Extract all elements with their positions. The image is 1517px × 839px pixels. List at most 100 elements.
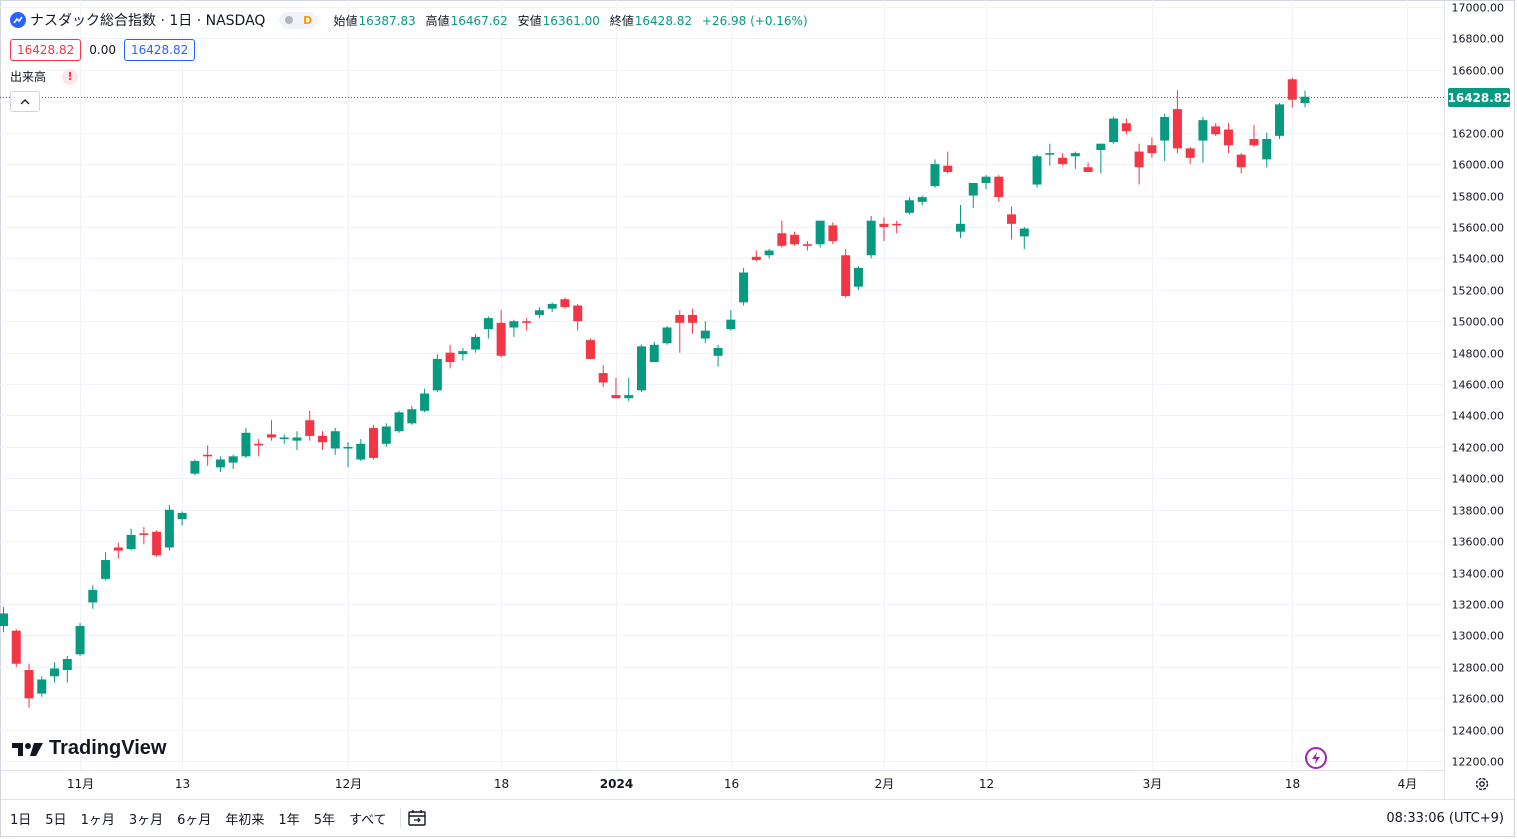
candle-body <box>1198 120 1208 141</box>
candle-body <box>113 547 123 551</box>
candle-body <box>764 250 774 256</box>
candle-body <box>726 319 736 330</box>
candle-body <box>688 314 698 323</box>
clock-timezone[interactable]: 08:33:06 (UTC+9) <box>1386 810 1504 826</box>
y-tick-label: 14600.00 <box>1452 379 1505 392</box>
volume-warning-icon[interactable]: ! <box>62 68 79 85</box>
candle-body <box>917 197 927 202</box>
date-range-icon[interactable] <box>407 808 427 828</box>
candle-body <box>203 454 213 457</box>
candle-body <box>815 220 825 245</box>
candle-body <box>904 200 914 213</box>
candle-body <box>649 344 659 363</box>
candle-body <box>930 164 940 187</box>
candle-body <box>330 431 340 449</box>
x-tick-label: 11月 <box>67 777 94 791</box>
chart-canvas[interactable]: 17000.0016800.0016600.0016400.0016200.00… <box>0 0 1517 800</box>
symbol-legend: ナスダック総合指数 · 1日 · NASDAQ D 始値16387.83 高値1… <box>10 9 814 31</box>
gear-icon[interactable] <box>1474 776 1490 792</box>
candle-body <box>228 456 238 463</box>
last-price-label: 16428.82 <box>1448 88 1511 107</box>
candle-body <box>407 409 417 424</box>
candle-body <box>471 336 481 350</box>
lightning-button[interactable] <box>1305 747 1327 769</box>
y-tick-label: 15800.00 <box>1452 191 1505 204</box>
y-tick-label: 15000.00 <box>1452 316 1505 329</box>
candle-body <box>445 352 455 363</box>
candle-body <box>343 446 353 449</box>
candle-body <box>75 626 85 655</box>
candle-body <box>152 531 162 556</box>
y-tick-label: 14000.00 <box>1452 473 1505 486</box>
candle-body <box>573 305 583 322</box>
candle-body <box>394 412 404 432</box>
symbol-logo-icon[interactable] <box>10 12 26 28</box>
y-tick-label: 13800.00 <box>1452 505 1505 518</box>
candle-body <box>1262 138 1272 160</box>
tradingview-logo-icon <box>12 742 43 756</box>
candle-body <box>279 437 289 440</box>
candle-body <box>662 327 672 344</box>
candle-body <box>1032 156 1042 185</box>
candle-body <box>1019 228 1029 237</box>
candle-body <box>1185 148 1195 158</box>
range-button-4[interactable]: 6ヶ月 <box>177 812 212 828</box>
collapse-legend-button[interactable] <box>10 91 40 112</box>
range-button-3[interactable]: 3ヶ月 <box>128 812 164 828</box>
candle-body <box>177 512 187 520</box>
range-button-5[interactable]: 年初来 <box>225 812 265 828</box>
close-value: 16428.82 <box>634 13 693 28</box>
open-value: 16387.83 <box>358 13 416 28</box>
candle-body <box>1236 154 1246 168</box>
candle-body <box>547 303 557 309</box>
candle-body <box>1172 109 1182 149</box>
bottom-toolbar: 1日 5日 1ヶ月 3ヶ月 6ヶ月 年初来 1年 5年 すべて 08:33:06 (UTC+9) <box>1 799 1514 836</box>
range-button-8[interactable]: すべて <box>348 812 387 828</box>
range-button-0[interactable]: 1日 <box>10 812 32 828</box>
candle-body <box>1070 153 1080 157</box>
candle-body <box>88 589 98 603</box>
candle-body <box>509 321 519 328</box>
candle-body <box>305 420 315 436</box>
candle-body <box>790 234 800 245</box>
candle-body <box>62 659 72 671</box>
x-tick-label: 12 <box>979 777 994 791</box>
candle-body <box>190 461 200 474</box>
candle-body <box>1109 118 1119 143</box>
volume-indicator: 出来高 ! <box>10 68 79 85</box>
y-tick-label: 13400.00 <box>1452 568 1505 581</box>
range-button-2[interactable]: 1ヶ月 <box>80 812 115 828</box>
y-tick-label: 13200.00 <box>1452 599 1505 612</box>
candle-body <box>292 437 302 441</box>
range-button-6[interactable]: 1年 <box>278 812 300 828</box>
ohlc-values: 始値16387.83 高値16467.62 安値16361.00 終値16428… <box>333 12 813 29</box>
candle-body <box>496 322 506 356</box>
y-tick-label: 14400.00 <box>1452 410 1505 423</box>
candle-body <box>318 435 327 443</box>
buy-button[interactable]: 16428.82 <box>123 39 196 61</box>
range-button-1[interactable]: 5日 <box>45 812 67 828</box>
symbol-name[interactable]: ナスダック総合指数 · 1日 · NASDAQ <box>30 13 266 29</box>
change-value: +26.98 (+0.16%) <box>701 13 808 28</box>
candle-body <box>1160 116 1170 141</box>
x-tick-label: 4月 <box>1398 777 1418 791</box>
candle-body <box>432 358 442 391</box>
tradingview-logo[interactable]: TradingView <box>12 737 166 760</box>
candle-body <box>1058 157 1068 165</box>
y-tick-label: 13600.00 <box>1452 536 1505 549</box>
brand-name: TradingView <box>49 737 167 759</box>
range-button-7[interactable]: 5年 <box>313 812 335 828</box>
candle-body <box>1045 153 1055 155</box>
open-label: 始値 <box>333 13 358 28</box>
delay-badge: D <box>303 13 313 27</box>
y-tick-label: 16000.00 <box>1452 159 1505 172</box>
candle-body <box>37 679 47 694</box>
candle-body <box>700 330 710 339</box>
market-status-pill[interactable]: D <box>279 11 318 29</box>
candle-body <box>522 321 532 323</box>
candle-body <box>1007 214 1017 224</box>
sell-button[interactable]: 16428.82 <box>10 39 82 61</box>
candle-body <box>802 244 812 246</box>
volume-label[interactable]: 出来高 <box>10 70 47 84</box>
